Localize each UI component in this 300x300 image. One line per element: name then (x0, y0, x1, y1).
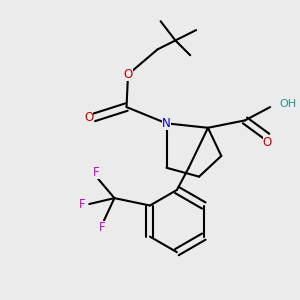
Text: F: F (99, 221, 106, 234)
Text: F: F (79, 197, 85, 211)
Text: F: F (93, 166, 100, 179)
Text: O: O (123, 68, 133, 81)
Text: N: N (162, 117, 171, 130)
Text: OH: OH (279, 99, 296, 109)
Text: O: O (84, 111, 93, 124)
Text: O: O (262, 136, 272, 148)
